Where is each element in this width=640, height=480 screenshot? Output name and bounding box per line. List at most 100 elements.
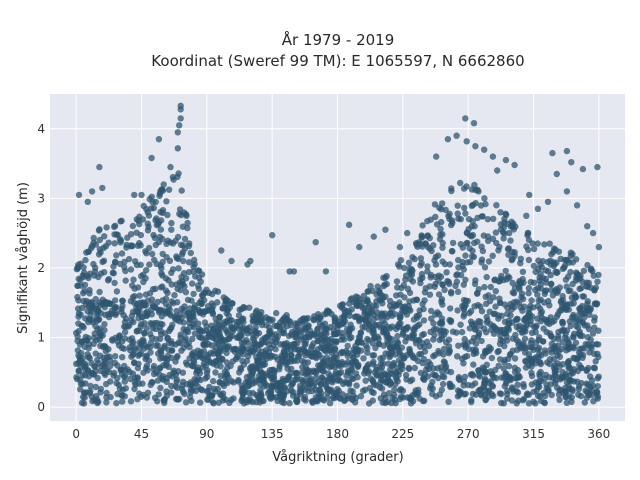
x-axis-title: Vågriktning (grader) (272, 450, 403, 465)
data-point (501, 359, 508, 366)
data-point (500, 235, 507, 242)
data-point (569, 387, 576, 395)
data-point (487, 283, 494, 291)
data-point (454, 202, 461, 209)
data-point (121, 378, 128, 385)
data-point (295, 352, 303, 359)
data-point (291, 346, 298, 353)
data-point (544, 359, 551, 366)
data-point (483, 329, 490, 336)
data-point (537, 368, 544, 376)
data-point (282, 351, 289, 358)
data-point (581, 399, 588, 406)
data-point (413, 241, 420, 248)
data-point (119, 297, 127, 305)
data-point (534, 346, 542, 353)
data-point (436, 204, 443, 211)
data-point (493, 202, 500, 209)
data-point (279, 375, 286, 383)
data-point (195, 375, 202, 382)
data-point (429, 378, 436, 385)
data-point (485, 292, 492, 299)
data-point (472, 325, 479, 333)
data-point (105, 239, 112, 246)
data-point (102, 371, 109, 379)
data-point (159, 209, 166, 217)
data-point (570, 333, 577, 340)
data-point (516, 279, 523, 286)
data-point (492, 325, 500, 332)
data-point (487, 321, 494, 328)
data-point (554, 269, 561, 276)
data-point (502, 156, 510, 164)
data-point (514, 381, 521, 388)
data-point (168, 226, 175, 233)
data-point (469, 231, 477, 239)
data-point (180, 344, 187, 351)
data-point (159, 250, 166, 258)
data-point (127, 398, 135, 405)
data-point (435, 272, 442, 279)
data-point (420, 330, 427, 338)
data-point (183, 326, 190, 334)
data-point (110, 270, 117, 277)
data-point (550, 335, 558, 343)
data-point (559, 318, 566, 326)
data-point (471, 380, 479, 387)
data-point (111, 297, 119, 304)
data-point (559, 339, 566, 346)
data-point (396, 315, 404, 322)
data-point (386, 390, 393, 397)
x-tick-label: 90 (199, 427, 214, 441)
data-point (328, 363, 335, 370)
data-point (316, 314, 323, 322)
data-point (567, 252, 574, 260)
data-point (395, 357, 403, 364)
data-point (540, 338, 547, 345)
data-point (554, 352, 561, 359)
data-point (96, 236, 104, 244)
data-point (443, 269, 450, 276)
data-point (360, 355, 367, 362)
data-point (93, 396, 101, 403)
data-point (195, 306, 202, 314)
data-point (370, 302, 378, 309)
data-point (126, 344, 134, 351)
data-point (420, 355, 428, 363)
data-point (364, 349, 371, 356)
data-point (277, 341, 284, 348)
data-point (472, 320, 479, 327)
data-point (332, 351, 340, 358)
data-point (174, 173, 181, 180)
data-point (364, 297, 371, 305)
data-point (479, 247, 487, 255)
data-point (340, 380, 347, 388)
data-point (279, 357, 286, 365)
data-point (120, 345, 128, 352)
data-point (439, 380, 447, 388)
data-point (122, 277, 129, 284)
data-point (404, 229, 411, 237)
data-point (565, 287, 572, 295)
data-point (102, 359, 109, 367)
data-point (111, 359, 119, 366)
data-point (325, 375, 332, 383)
data-point (349, 396, 356, 404)
data-point (330, 374, 337, 381)
data-point (462, 276, 469, 283)
data-point (577, 364, 585, 371)
data-point (134, 364, 142, 372)
data-point (197, 278, 204, 285)
data-point (427, 307, 435, 315)
data-point (563, 147, 571, 155)
data-point (434, 252, 442, 259)
data-point (80, 400, 88, 407)
data-point (559, 265, 567, 272)
data-point (180, 257, 187, 265)
data-point (556, 284, 563, 291)
data-point (172, 341, 179, 348)
data-point (406, 347, 413, 354)
data-point (369, 361, 377, 368)
data-point (381, 371, 388, 379)
